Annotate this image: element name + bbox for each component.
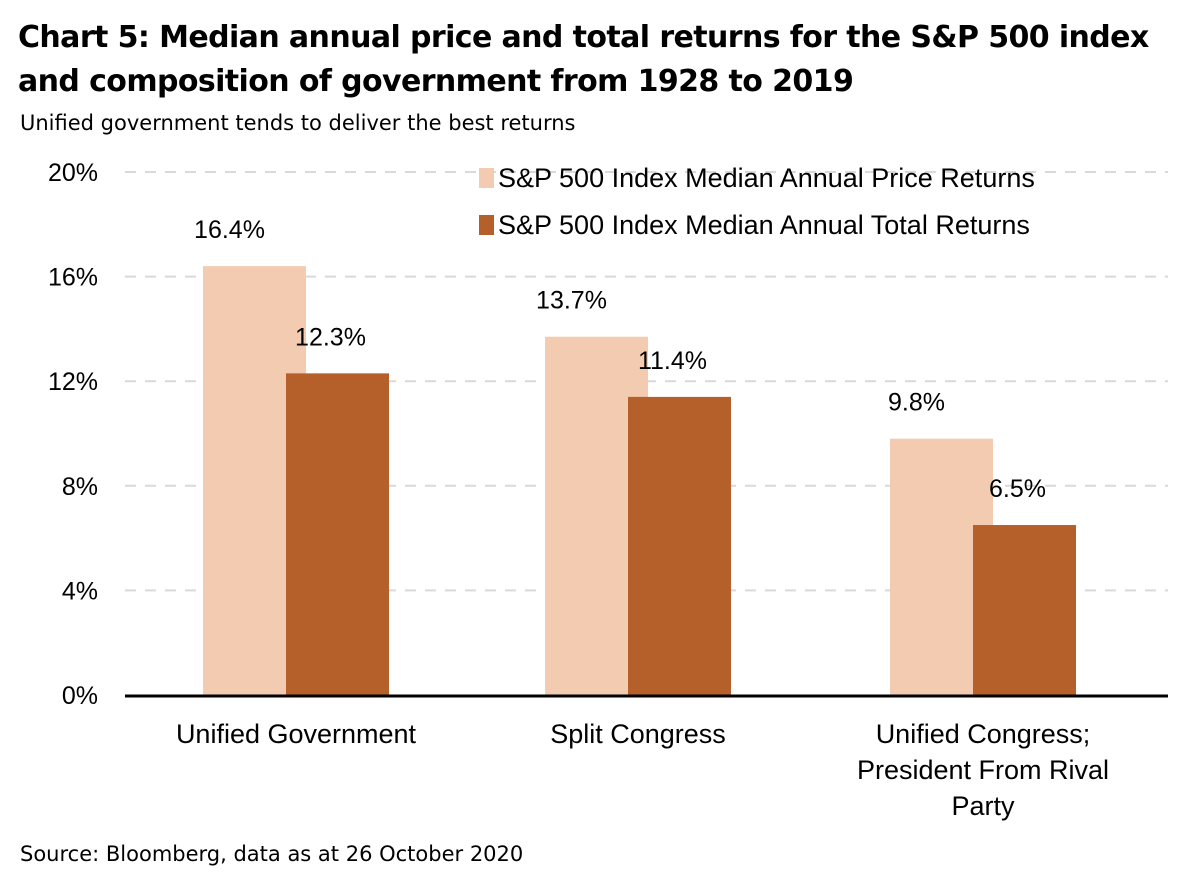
total-return-label: 12.3% [295,323,366,351]
bars [203,266,1076,695]
total-return-label: 11.4% [638,347,707,375]
chart-title: Chart 5: Median annual price and total r… [18,20,1149,99]
category-label-line: Party [951,791,1015,821]
total-return-bar [286,373,389,695]
y-tick-label: 4% [62,577,98,605]
price-return-label: 13.7% [536,287,607,315]
total-return-bar [973,525,1076,695]
legend-label-total: S&P 500 Index Median Annual Total Return… [498,210,1030,240]
category-label-line: Unified Government [176,719,417,749]
chart-subtitle: Unified government tends to deliver the … [20,111,576,135]
category-label: Unified Government [176,719,417,749]
source-note: Source: Bloomberg, data as at 26 October… [20,842,524,866]
data-labels: 16.4% 13.7% 9.8% 12.3% 11.4% 6.5% [194,216,1046,503]
legend-swatch-total [479,215,494,235]
legend-swatch-price [479,168,494,188]
y-tick-label: 20% [48,159,98,187]
legend: S&P 500 Index Median Annual Price Return… [479,163,1035,240]
y-tick-label: 8% [62,473,98,501]
legend-label-price: S&P 500 Index Median Annual Price Return… [498,163,1035,193]
category-label: Split Congress [550,719,726,749]
y-axis-ticks: 0% 4% 8% 12% 16% 20% [48,159,98,710]
y-tick-label: 12% [48,368,98,396]
total-return-label: 6.5% [989,475,1046,503]
price-return-label: 16.4% [194,216,265,244]
price-return-label: 9.8% [888,389,945,417]
y-tick-label: 16% [48,264,98,292]
total-return-bar [628,396,731,695]
category-labels: Unified Government Split Congress Unified … [176,719,1109,821]
category-label-line: Unified Congress; [876,719,1091,749]
category-label-line: President From Rival [857,755,1109,785]
category-label-line: Split Congress [550,719,726,749]
category-label: Unified Congress; President From Rival Par… [857,719,1109,821]
y-tick-label: 0% [62,682,98,710]
